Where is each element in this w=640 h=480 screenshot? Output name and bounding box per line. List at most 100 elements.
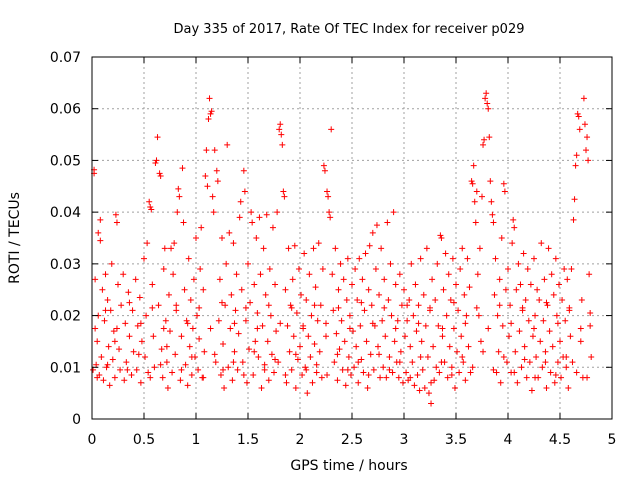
data-point (435, 322, 442, 329)
data-point (500, 180, 507, 187)
data-point (433, 364, 440, 371)
data-point (552, 255, 559, 262)
data-point (308, 312, 315, 319)
data-point (559, 297, 566, 304)
data-point (379, 317, 386, 324)
data-point (396, 271, 403, 278)
data-point (471, 198, 478, 205)
data-point (129, 307, 136, 314)
data-point (476, 245, 483, 252)
data-point (105, 343, 112, 350)
data-point (299, 372, 306, 379)
data-point (246, 346, 253, 353)
data-point (222, 302, 229, 309)
y-tick-label: 0.04 (50, 205, 81, 221)
data-point (220, 366, 227, 373)
data-point (401, 286, 407, 293)
data-point (488, 198, 495, 205)
data-point (121, 377, 128, 384)
data-point (151, 364, 158, 371)
data-point (461, 291, 468, 298)
data-point (392, 281, 399, 288)
data-point (358, 299, 365, 306)
data-point (517, 281, 524, 288)
data-point (102, 307, 109, 314)
data-point (231, 320, 238, 327)
data-point (369, 229, 376, 236)
data-point (160, 266, 167, 273)
data-point (240, 167, 247, 174)
data-point (173, 302, 180, 309)
data-point (172, 351, 179, 358)
data-point (531, 255, 537, 262)
y-tick-label: 0.03 (50, 257, 81, 273)
data-point (178, 366, 185, 373)
data-point (547, 369, 554, 376)
data-point (436, 369, 443, 376)
data-point (558, 374, 565, 381)
data-point (565, 384, 572, 391)
data-point (118, 302, 125, 309)
data-point (174, 209, 181, 216)
data-point (570, 216, 577, 223)
data-point (156, 170, 163, 177)
data-point (552, 372, 559, 379)
data-point (450, 325, 457, 332)
data-point (483, 90, 490, 97)
data-point (480, 348, 487, 355)
data-point (207, 110, 214, 117)
data-point (583, 147, 589, 154)
data-point (587, 309, 594, 316)
data-point (243, 379, 250, 386)
data-points (90, 90, 595, 407)
data-point (235, 330, 242, 337)
data-point (245, 260, 251, 267)
data-point (147, 203, 154, 210)
data-point (264, 338, 271, 345)
data-point (210, 209, 217, 216)
data-point (311, 302, 318, 309)
data-point (408, 260, 415, 267)
data-point (424, 353, 431, 360)
data-point (399, 379, 406, 386)
data-point (108, 260, 115, 267)
data-point (291, 242, 298, 249)
data-point (317, 302, 324, 309)
data-point (585, 157, 592, 164)
data-point (123, 359, 130, 366)
data-point (221, 384, 228, 391)
data-point (486, 134, 493, 141)
data-point (377, 374, 384, 381)
data-point (147, 374, 154, 381)
data-point (233, 271, 240, 278)
data-point (557, 338, 563, 345)
data-point (126, 299, 133, 306)
data-point (398, 302, 405, 309)
data-point (153, 157, 160, 164)
data-point (351, 364, 358, 371)
data-point (446, 343, 453, 350)
data-point (303, 366, 310, 373)
data-point (586, 271, 593, 278)
data-point (289, 276, 296, 283)
data-point (329, 271, 336, 278)
data-point (349, 281, 355, 288)
data-point (397, 348, 404, 355)
data-point (355, 379, 362, 386)
data-point (412, 281, 419, 288)
data-point (134, 322, 141, 329)
data-point (479, 193, 485, 200)
data-point (217, 372, 224, 379)
data-point (356, 255, 363, 262)
data-point (514, 379, 521, 386)
data-point (419, 366, 426, 373)
data-point (567, 333, 574, 340)
data-point (179, 165, 186, 172)
x-tick-label: 5 (608, 432, 617, 448)
data-point (482, 95, 489, 102)
data-point (183, 317, 190, 324)
data-point (338, 317, 345, 324)
data-point (190, 276, 197, 283)
data-point (168, 245, 175, 252)
